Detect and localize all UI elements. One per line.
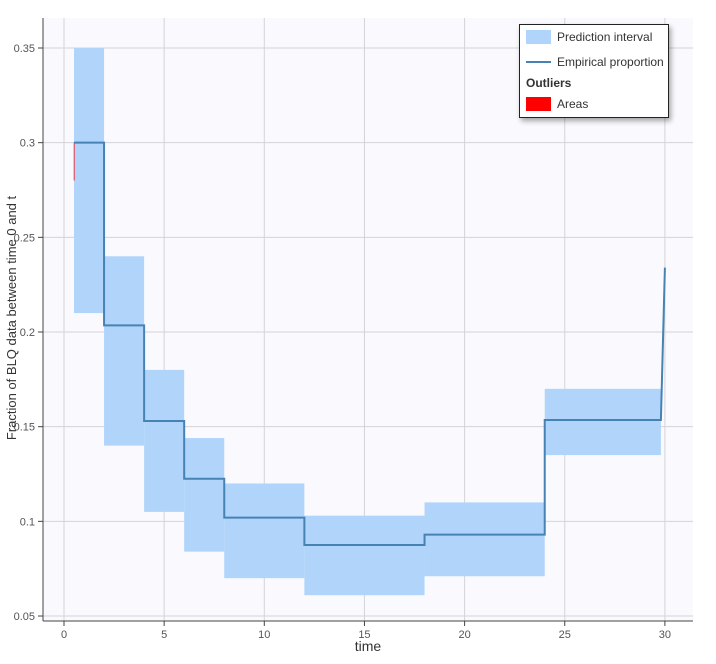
legend-item-areas[interactable]: Areas <box>526 97 588 111</box>
y-tick-label: 0.05 <box>14 611 35 623</box>
legend-item-prediction-interval[interactable]: Prediction interval <box>526 30 652 44</box>
x-tick-label: 25 <box>559 629 571 641</box>
legend-label: Prediction interval <box>557 30 653 44</box>
prediction-interval-band <box>424 502 545 577</box>
empirical-proportion-swatch <box>526 61 551 63</box>
x-tick-label: 30 <box>659 629 671 641</box>
legend: Prediction interval Empirical proportion… <box>519 24 669 118</box>
empirical-proportion-line <box>74 141 666 547</box>
x-tick-label: 10 <box>258 629 270 641</box>
prediction-interval-band <box>184 438 225 552</box>
x-tick-label: 15 <box>358 629 370 641</box>
y-tick-label: 0.25 <box>14 232 35 244</box>
prediction-interval-band <box>144 369 185 512</box>
legend-section-title: Outliers <box>526 76 572 90</box>
legend-label: Areas <box>557 97 589 111</box>
y-tick-label: 0.1 <box>20 516 35 528</box>
prediction-interval-band <box>74 48 105 314</box>
legend-item-empirical-proportion[interactable]: Empirical proportion <box>526 55 664 69</box>
y-tick-label: 0.2 <box>20 327 35 339</box>
y-tick-label: 0.15 <box>14 422 35 434</box>
y-axis-label: Fraction of BLQ data between time 0 and … <box>4 195 19 440</box>
areas-swatch <box>526 97 551 111</box>
prediction-interval-band <box>104 256 145 446</box>
legend-label: Empirical proportion <box>557 55 664 69</box>
x-tick-label: 20 <box>458 629 470 641</box>
prediction-interval-band <box>304 515 425 596</box>
x-tick-label: 0 <box>61 629 67 641</box>
outlier-area <box>73 142 76 181</box>
y-tick-label: 0.3 <box>20 138 35 150</box>
y-tick-label: 0.35 <box>14 43 35 55</box>
x-tick-label: 5 <box>161 629 167 641</box>
prediction-interval-band <box>224 483 305 579</box>
x-axis-label: time <box>355 638 382 654</box>
prediction-interval-swatch <box>526 30 551 44</box>
prediction-interval-band <box>544 388 661 456</box>
